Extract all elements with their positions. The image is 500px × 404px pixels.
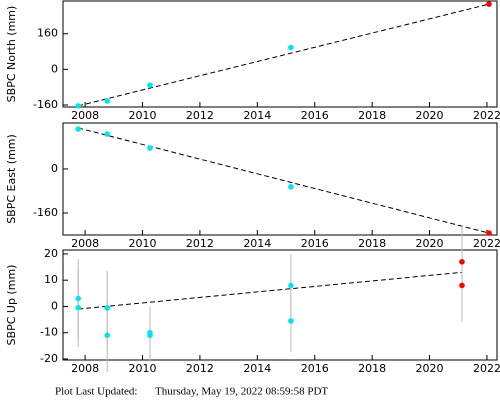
data-point xyxy=(104,131,111,137)
y-tick-label: -160 xyxy=(33,98,58,111)
data-point xyxy=(75,295,82,302)
data-point xyxy=(288,184,294,190)
x-tick-label: 2008 xyxy=(71,362,99,375)
x-tick-label: 2016 xyxy=(301,362,329,375)
x-tick-label: 2012 xyxy=(186,109,214,122)
data-point xyxy=(75,304,82,311)
data-point xyxy=(459,282,465,289)
data-point xyxy=(486,230,492,236)
y-tick-label: 20 xyxy=(44,247,58,260)
x-tick-label: 2022 xyxy=(473,362,500,375)
x-tick-label: 2020 xyxy=(416,109,444,122)
y-axis-label: SBPC North (mm) xyxy=(5,6,18,103)
x-tick-label: 2014 xyxy=(243,362,271,375)
data-point xyxy=(104,332,111,339)
data-point xyxy=(147,82,153,88)
y-tick-label: 0 xyxy=(51,162,58,175)
x-tick-label: 2014 xyxy=(243,109,271,122)
data-point xyxy=(104,304,111,311)
data-point xyxy=(147,332,153,339)
x-tick-label: 2022 xyxy=(473,109,500,122)
x-tick-label: 2018 xyxy=(358,237,386,250)
data-point xyxy=(486,1,492,7)
x-tick-label: 2022 xyxy=(473,237,500,250)
y-tick-label: 160 xyxy=(37,27,58,40)
x-tick-label: 2016 xyxy=(301,237,329,250)
y-axis-label: SBPC East (mm) xyxy=(5,134,18,224)
data-point xyxy=(288,44,294,51)
x-tick-label: 2010 xyxy=(129,109,157,122)
y-tick-label: -160 xyxy=(33,206,58,219)
x-tick-label: 2014 xyxy=(243,237,271,250)
x-tick-label: 2010 xyxy=(129,362,157,375)
y-tick-label: -20 xyxy=(40,352,58,365)
x-tick-label: 2008 xyxy=(71,109,99,122)
data-point xyxy=(288,282,294,289)
data-point xyxy=(147,145,153,151)
data-point xyxy=(75,103,82,109)
x-tick-label: 2012 xyxy=(186,237,214,250)
trend-line xyxy=(78,3,490,107)
plot-frame xyxy=(62,249,498,361)
x-tick-label: 2018 xyxy=(358,362,386,375)
y-tick-label: -10 xyxy=(40,326,58,339)
trend-line xyxy=(78,127,490,234)
plot-frame xyxy=(62,122,498,236)
trend-line xyxy=(78,271,463,310)
data-point xyxy=(75,126,82,132)
y-axis-label: SBPC Up (mm) xyxy=(5,265,18,346)
x-tick-label: 2016 xyxy=(301,109,329,122)
footer-timestamp: Thursday, May 19, 2022 08:59:58 PDT xyxy=(155,386,328,398)
data-point xyxy=(288,318,294,324)
footer-label: Plot Last Updated: xyxy=(55,386,138,398)
x-tick-label: 2018 xyxy=(358,109,386,122)
x-tick-label: 2020 xyxy=(416,237,444,250)
x-tick-label: 2010 xyxy=(129,237,157,250)
x-tick-label: 2020 xyxy=(416,362,444,375)
data-point xyxy=(104,98,111,104)
data-point xyxy=(459,259,465,265)
plot-frame xyxy=(62,0,498,108)
y-tick-label: 10 xyxy=(44,273,58,286)
y-tick-label: 0 xyxy=(51,299,58,312)
x-tick-label: 2012 xyxy=(186,362,214,375)
x-tick-label: 2008 xyxy=(71,237,99,250)
y-tick-label: 0 xyxy=(51,62,58,75)
